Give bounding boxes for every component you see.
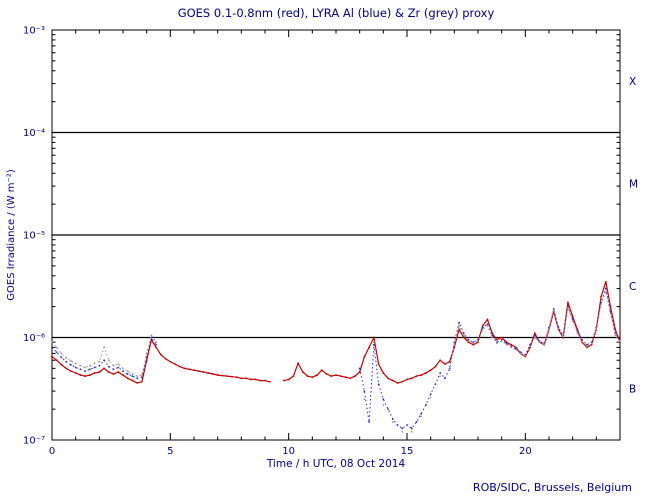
flare-class-label: B: [629, 383, 636, 395]
x-tick-label: 20: [519, 446, 532, 457]
chart-area: 0 5 10 15 20 10⁻³ 10⁻⁴ 10⁻⁵ 10⁻⁶ 10⁻⁷ X M C B: [23, 26, 638, 458]
series-lyra-al: [51, 286, 621, 430]
flare-class-label: C: [629, 281, 636, 293]
tick-labels: 0 5 10 15 20 10⁻³ 10⁻⁴ 10⁻⁵ 10⁻⁶ 10⁻⁷: [23, 26, 532, 458]
y-tick-label: 10⁻⁴: [23, 128, 45, 139]
y-tick-label: 10⁻⁷: [23, 436, 45, 447]
credit-text: ROB/SIDC, Brussels, Belgium: [473, 481, 632, 494]
x-tick-label: 5: [167, 446, 173, 457]
flare-class-labels: X M C B: [629, 76, 638, 396]
flare-threshold-lines: [52, 131, 620, 339]
y-tick-label: 10⁻⁵: [23, 231, 45, 242]
y-tick-label: 10⁻³: [23, 26, 45, 37]
x-tick-label: 10: [282, 446, 295, 457]
x-tick-label: 0: [49, 446, 55, 457]
series-lyra-zr: [51, 289, 621, 433]
flare-class-label: X: [629, 76, 636, 88]
x-tick-label: 15: [401, 446, 414, 457]
y-tick-label: 10⁻⁶: [23, 333, 45, 344]
plot-title: GOES 0.1-0.8nm (red), LYRA Al (blue) & Z…: [178, 6, 495, 20]
x-axis-label: Time / h UTC, 08 Oct 2014: [266, 458, 406, 470]
y-axis-label: GOES Irradiance / (W m⁻²): [6, 169, 17, 301]
flare-class-label: M: [629, 178, 638, 190]
series-goes: [51, 280, 621, 384]
